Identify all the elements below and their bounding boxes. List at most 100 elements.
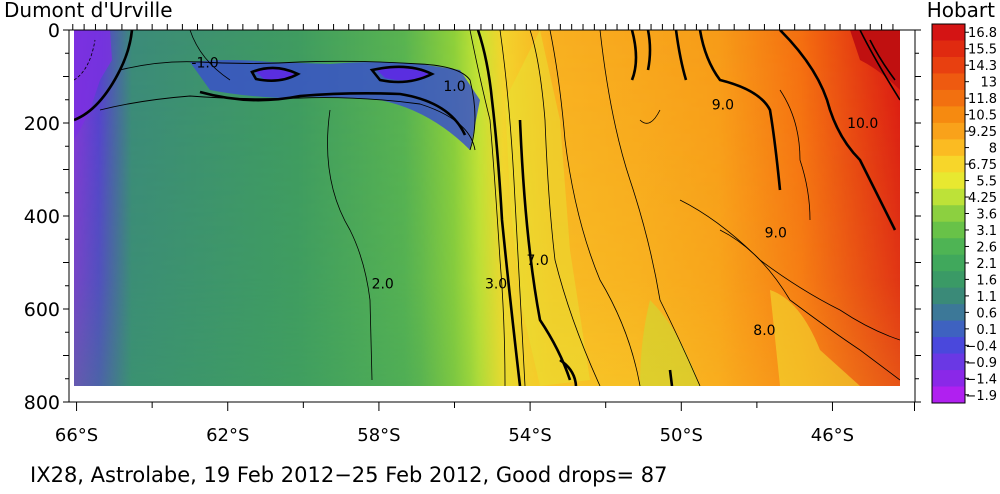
colorbar-segment (932, 337, 965, 355)
contour-thick (630, 30, 638, 81)
intermediate-water-tongue (640, 300, 700, 386)
colorbar-segment (932, 106, 965, 124)
contour-labels: -1.0 1.0 2.0 3.0 7.0 9.0 9.0 8.0 10.0 (191, 56, 878, 339)
y-axis: 0 200 400 600 800 (24, 20, 921, 414)
x-tick-label: 50°S (660, 425, 703, 446)
y-tick-label: 400 (24, 206, 60, 228)
colorbar-segment (932, 287, 965, 305)
colorbar-label: 0.1 (976, 323, 997, 338)
intermediate-water-tongue (505, 30, 590, 386)
contour-line (719, 229, 900, 381)
cold-water-patch (375, 67, 430, 81)
contour-thick (199, 90, 467, 136)
colorbar-label: 14.3 (968, 59, 997, 74)
contour-label: 3.0 (485, 276, 507, 292)
contour-line (327, 109, 373, 381)
colorbar-segment (932, 73, 965, 91)
colorbar-label: −0.4 (965, 339, 997, 354)
x-tick-label: 62°S (206, 425, 249, 446)
colorbar-segment (932, 56, 965, 74)
contour-thick (668, 369, 674, 386)
colorbar-label: 15.5 (968, 43, 997, 58)
colorbar-label: 3.1 (976, 224, 997, 239)
colorbar-label: −1.4 (965, 372, 997, 387)
colorbar-label: 5.5 (976, 175, 997, 190)
contour-thick (646, 30, 652, 71)
contour-label: -1.0 (191, 56, 218, 72)
colorbar-label: 0.6 (976, 306, 997, 321)
contour-line (99, 95, 476, 151)
colorbar-label: 2.6 (976, 240, 997, 255)
colorbar-label: 4.25 (968, 191, 997, 206)
colorbar-segment (932, 205, 965, 223)
colorbar-segment (932, 155, 965, 173)
colorbar-segment (932, 386, 965, 404)
contour-line (529, 30, 601, 386)
contour-line (639, 109, 661, 124)
contour-line (189, 30, 231, 81)
chart-title: IX28, Astrolabe, 19 Feb 2012−25 Feb 2012… (30, 463, 667, 487)
station-ticks (72, 24, 894, 30)
colorbar-segment (932, 40, 965, 58)
x-tick-label: 46°S (811, 425, 854, 446)
intermediate-water-tongue (770, 290, 860, 386)
y-tick-label: 200 (24, 113, 60, 135)
colorbar-label: −1.9 (965, 389, 997, 404)
colorbar-label: 10.5 (968, 109, 997, 124)
contour-line (499, 30, 526, 386)
colorbar-label: 2.1 (976, 257, 997, 272)
colorbar-label: 11.8 (968, 92, 997, 107)
colorbar-segment (932, 89, 965, 107)
y-tick-label: 0 (48, 20, 60, 42)
contour-thick (559, 358, 578, 386)
contour-label: 10.0 (847, 116, 878, 132)
left-endpoint-label: Dumont d'Urville (4, 0, 173, 22)
cold-water-patch (74, 30, 112, 140)
contour-line (549, 30, 641, 386)
colorbar-segment (932, 188, 965, 206)
contour-thick (698, 30, 782, 191)
contour-line (679, 199, 900, 341)
colorbar-label: 8 (989, 142, 997, 157)
x-axis: 66°S 62°S 58°S 54°S 50°S 46°S (55, 402, 915, 446)
colorbar-segment (932, 320, 965, 338)
colorbar-label: 13 (980, 76, 997, 91)
colorbar-label: 6.75 (968, 158, 997, 173)
temperature-field (74, 30, 900, 386)
colorbar-segment (932, 254, 965, 272)
warm-water-patch (850, 30, 900, 90)
contour-line (119, 60, 476, 151)
x-tick-label: 54°S (508, 425, 551, 446)
contour-thick (674, 30, 688, 81)
contour-label: 9.0 (712, 97, 734, 113)
colorbar-segment (932, 24, 965, 41)
contour-label: 7.0 (527, 253, 549, 269)
contour-label: 2.0 (372, 276, 394, 292)
contour-thick (476, 30, 522, 386)
contour-thick (250, 66, 301, 82)
contour-thick (369, 65, 435, 84)
contour-dashed (74, 39, 96, 81)
contour-line (469, 30, 506, 386)
contour-line (779, 89, 811, 221)
contour-label: 1.0 (443, 79, 465, 95)
contour-lines (74, 30, 900, 386)
colorbar-segment (932, 271, 965, 289)
contour-line (599, 30, 701, 386)
contour-thick (859, 30, 900, 101)
contour-thick (518, 119, 572, 381)
contour-thick (74, 30, 134, 122)
colorbar-segment (932, 172, 965, 190)
colorbar-segment (932, 353, 965, 371)
contour-thick (779, 30, 897, 231)
colorbar-label: 9.25 (968, 125, 997, 140)
contour-label: 9.0 (765, 225, 787, 241)
colorbar-label: −0.9 (965, 356, 997, 371)
cold-water-patch (254, 68, 295, 81)
colorbar-segment (932, 139, 965, 157)
colorbar-segment (932, 238, 965, 256)
colorbar-segment (932, 221, 965, 239)
colorbar-segment (932, 370, 965, 388)
